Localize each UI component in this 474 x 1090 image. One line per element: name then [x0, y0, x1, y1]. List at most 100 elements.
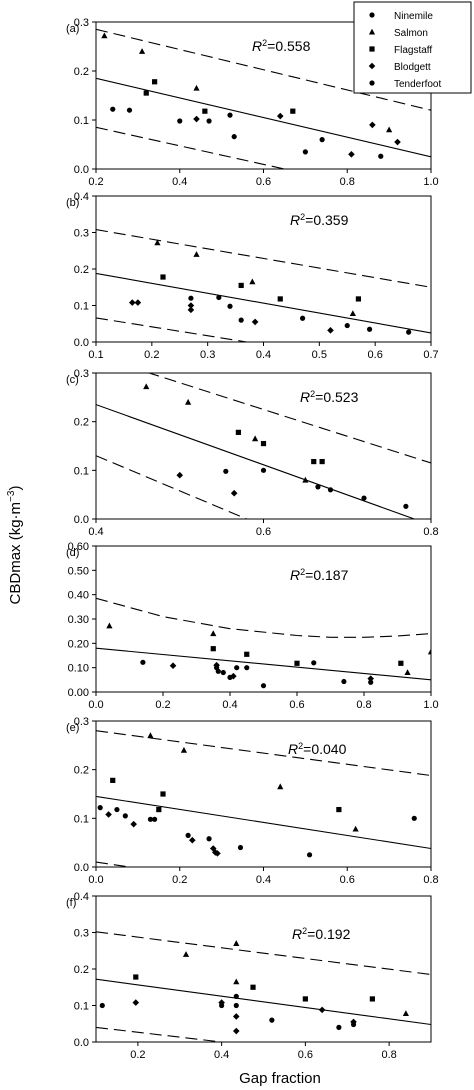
x-tick-label: 0.7 [423, 349, 438, 361]
regression-line [96, 978, 431, 1026]
lower-prediction-band [96, 861, 130, 867]
plot-area [96, 28, 431, 169]
data-point [238, 317, 244, 323]
y-tick-label: 0.00 [68, 687, 89, 699]
data-point [122, 813, 128, 819]
data-point [319, 137, 325, 143]
data-point [341, 678, 347, 685]
data-point [147, 732, 154, 739]
data-point [350, 1018, 357, 1026]
data-point [369, 996, 375, 1002]
data-point [252, 435, 259, 442]
x-tick-label: 0.2 [172, 874, 187, 886]
data-point [250, 984, 256, 990]
legend-marker [369, 12, 375, 18]
x-tick-label: 0.8 [423, 874, 438, 886]
y-tick-label: 0.0 [74, 164, 89, 176]
y-tick-label: 0.3 [74, 368, 89, 380]
panel-d: 0.00 0.10 0.20 0.30 0.40 0.50 0.60 0.0 0.2 0.4 0.6… [66, 541, 439, 711]
data-point [411, 815, 417, 821]
y-tick-label: 0.1 [74, 301, 89, 313]
plot-frame [95, 195, 432, 343]
data-point [352, 825, 359, 832]
data-point [128, 299, 136, 306]
data-point [336, 806, 342, 813]
data-point [187, 302, 195, 309]
data-point [403, 503, 409, 509]
data-point [368, 679, 374, 685]
y-tick-label: 0.50 [68, 565, 89, 577]
data-point [152, 816, 158, 822]
data-point [269, 1017, 275, 1023]
data-point [302, 476, 309, 483]
panel-b: 0.00.10.20.30.40.1 0.2 0.3 0.4 0.5 0.6 0.7(b)R… [66, 191, 439, 361]
data-point [302, 996, 308, 1002]
data-point [106, 622, 113, 629]
regression-line [96, 647, 431, 681]
y-tick-label: 0.2 [74, 765, 89, 777]
data-point [237, 844, 244, 851]
data-point [327, 487, 334, 493]
plot-area [96, 597, 431, 692]
y-axis-title: CBDmax (kg·m−3) [6, 486, 24, 605]
plot-frame [95, 895, 432, 1043]
x-tick-label: 0.6 [298, 1049, 313, 1061]
data-point [244, 651, 250, 657]
data-point [386, 126, 393, 133]
data-point [366, 326, 373, 332]
data-point [130, 820, 137, 828]
data-point [348, 151, 355, 158]
y-tick-label: 0.1 [74, 115, 89, 127]
upper-prediction-band [147, 373, 431, 464]
data-point [349, 310, 356, 317]
data-point [231, 134, 237, 140]
data-point [169, 662, 177, 670]
data-point [319, 458, 325, 465]
x-tick-label: 0.4 [256, 874, 271, 886]
y-tick-label: 0.1 [74, 1001, 89, 1013]
legend-label: Salmon [394, 28, 428, 39]
data-point [227, 112, 233, 118]
data-point [290, 108, 296, 114]
y-tick-label: 0.0 [74, 1037, 89, 1049]
y-tick-label: 0.2 [74, 964, 89, 976]
data-point [160, 274, 166, 280]
data-point [213, 661, 220, 669]
r-squared-label: R2=0.192 [292, 926, 351, 942]
data-point [315, 484, 321, 490]
x-tick-label: 0.3 [200, 349, 215, 361]
data-point [214, 850, 221, 857]
data-point [193, 115, 200, 123]
regression-line [96, 795, 431, 850]
x-tick-label: 0.0 [88, 874, 103, 886]
y-tick-label: 0.2 [74, 66, 89, 78]
legend-label: Flagstaff [394, 45, 432, 56]
data-point [406, 329, 412, 335]
panel-letter: (f) [66, 897, 76, 909]
upper-prediction-band [96, 229, 431, 288]
data-point [378, 153, 384, 159]
plot-area [96, 730, 431, 867]
data-point [101, 32, 108, 39]
panel-a: 0.0 0.1 0.2 0.3 0.2 0.4 0.6 0.8 1.0 (a) R2=0.558 [66, 17, 439, 188]
upper-prediction-band [96, 730, 431, 777]
data-point [302, 149, 308, 155]
data-point [176, 471, 184, 479]
data-point [202, 108, 208, 114]
data-point [402, 1010, 409, 1017]
data-point [188, 295, 194, 301]
x-tick-label: 0.2 [130, 1049, 145, 1061]
y-tick-label: 0.3 [74, 928, 89, 940]
x-tick-label: 0.6 [340, 874, 355, 886]
x-tick-label: 0.8 [356, 699, 371, 711]
y-tick-label: 0.2 [74, 264, 89, 276]
data-point [238, 282, 244, 289]
data-point [327, 327, 334, 334]
plot-area [96, 373, 431, 519]
data-point [193, 251, 200, 257]
r-squared-label: R2=0.040 [288, 741, 347, 757]
x-tick-label: 0.8 [340, 176, 355, 188]
data-point [260, 467, 267, 473]
legend-label: Tenderfoot [394, 79, 441, 90]
